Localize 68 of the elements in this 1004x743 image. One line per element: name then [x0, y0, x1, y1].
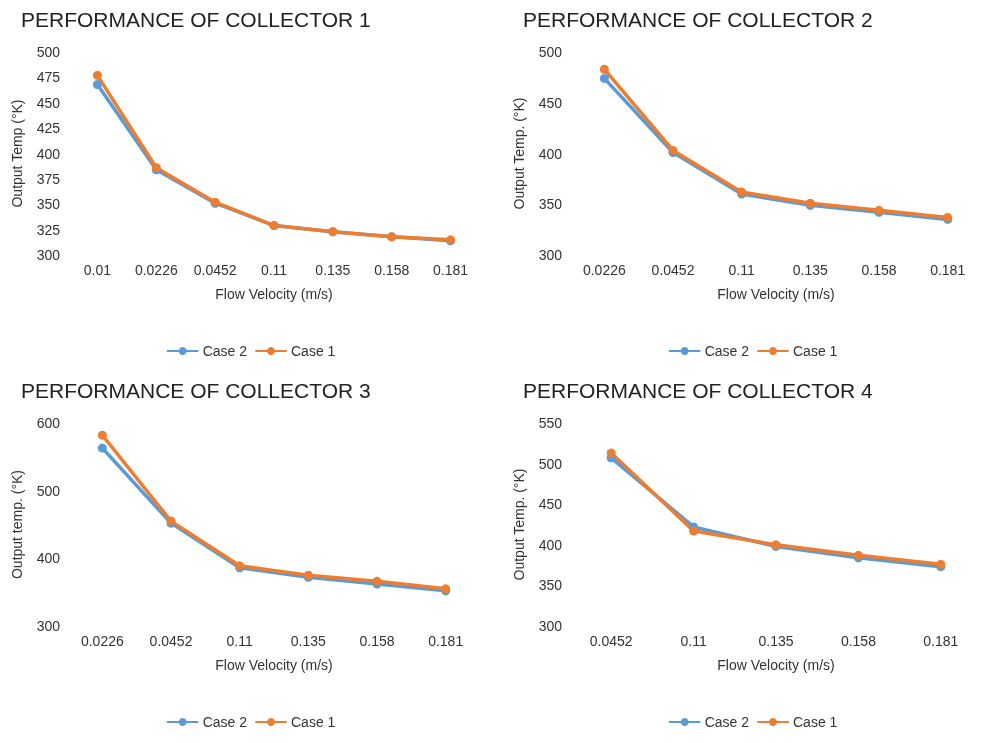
y-tick-label: 300 [36, 618, 61, 634]
x-tick-label: 0.01 [83, 262, 112, 278]
x-tick-label: 0.135 [758, 633, 794, 649]
legend-label: Case 1 [291, 714, 336, 730]
chart-title: PERFORMANCE OF COLLECTOR 2 [523, 8, 873, 31]
y-tick-label: 300 [36, 247, 61, 263]
x-tick-label: 0.135 [792, 262, 829, 278]
x-tick-label: 0.0226 [582, 262, 626, 278]
y-tick-label: 600 [36, 415, 61, 431]
x-tick-label: 0.11 [728, 262, 755, 278]
legend-label: Case 2 [704, 343, 750, 359]
x-axis-title: Flow Velocity (m/s) [717, 657, 835, 673]
y-tick-label: 375 [36, 170, 61, 187]
y-tick-label: 500 [36, 44, 61, 60]
legend-label: Case 2 [202, 343, 248, 359]
y-tick-label: 450 [538, 496, 563, 513]
x-tick-label: 0.0452 [193, 262, 237, 278]
x-tick-label: 0.0452 [149, 633, 193, 649]
x-tick-label: 0.158 [359, 633, 395, 649]
legend-label: Case 2 [202, 714, 248, 730]
x-tick-label: 0.181 [428, 633, 464, 649]
y-tick-label: 500 [538, 44, 563, 60]
y-tick-label: 450 [538, 94, 563, 111]
chart-title: PERFORMANCE OF COLLECTOR 4 [523, 379, 873, 402]
y-axis-title: Output Temp. (°K) [511, 97, 527, 210]
chart-title: PERFORMANCE OF COLLECTOR 1 [21, 8, 371, 31]
legend-label: Case 2 [704, 714, 750, 730]
x-tick-label: 0.11 [680, 633, 707, 649]
y-tick-label: 350 [538, 577, 563, 594]
x-tick-label: 0.11 [260, 262, 288, 278]
x-tick-label: 0.0452 [589, 633, 633, 649]
y-tick-label: 300 [538, 247, 563, 263]
y-axis-title: Output Temp. (°K) [511, 468, 527, 581]
x-tick-label: 0.181 [433, 262, 469, 278]
x-tick-label: 0.0226 [134, 262, 178, 278]
x-axis-title: Flow Velocity (m/s) [215, 657, 333, 673]
x-tick-label: 0.0226 [80, 633, 124, 649]
x-axis-title: Flow Velocity (m/s) [215, 286, 333, 302]
x-tick-label: 0.0452 [651, 262, 695, 278]
y-tick-label: 300 [538, 618, 563, 634]
x-tick-label: 0.135 [290, 633, 327, 649]
legend-label: Case 1 [291, 343, 336, 359]
y-axis-title: Output Temp (°K) [9, 99, 25, 208]
y-tick-label: 325 [36, 221, 61, 238]
chart-title: PERFORMANCE OF COLLECTOR 3 [21, 379, 371, 402]
y-tick-label: 400 [538, 145, 563, 162]
x-tick-label: 0.181 [930, 262, 966, 278]
x-tick-label: 0.135 [315, 262, 351, 278]
x-tick-label: 0.181 [923, 633, 959, 649]
x-tick-label: 0.158 [374, 262, 410, 278]
y-tick-label: 475 [36, 69, 61, 86]
y-tick-label: 350 [36, 196, 61, 213]
legend-label: Case 1 [793, 714, 838, 730]
y-axis-title: Output temp. (°K) [9, 469, 25, 580]
x-axis-title: Flow Velocity (m/s) [717, 286, 835, 302]
y-tick-label: 400 [538, 536, 563, 553]
y-tick-label: 500 [36, 482, 61, 499]
x-tick-label: 0.11 [226, 633, 253, 649]
y-tick-label: 500 [538, 455, 563, 472]
y-tick-label: 350 [538, 196, 563, 213]
y-tick-label: 400 [36, 145, 61, 162]
x-tick-label: 0.158 [840, 633, 877, 649]
y-tick-label: 450 [36, 94, 61, 111]
y-tick-label: 400 [36, 550, 61, 567]
legend-label: Case 1 [793, 343, 838, 359]
y-tick-label: 550 [538, 415, 563, 431]
y-tick-label: 425 [36, 120, 61, 137]
x-tick-label: 0.158 [861, 262, 897, 278]
